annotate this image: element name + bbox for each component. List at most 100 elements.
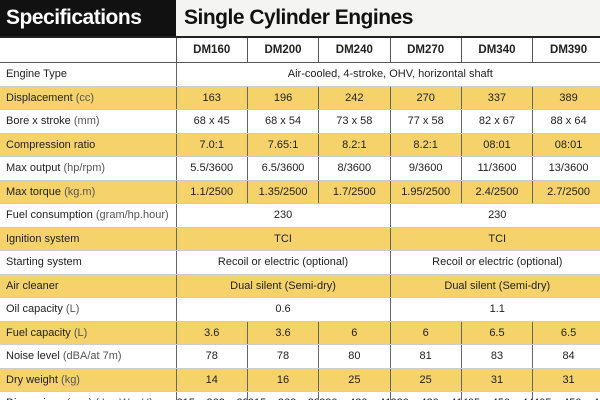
value-cell: 7.65:1 [246,133,319,157]
value-cell: 196 [246,86,319,110]
value-cell: 80 [318,344,390,369]
value-cell: 84 [532,344,600,369]
row-label-cell: Ignition system [0,227,177,251]
value-cell: 08:01 [532,133,600,157]
spec-row: Air cleaner Dual silent (Semi-dry) Dual si… [0,274,600,298]
row-label-cell: Bore x stroke (mm) [0,109,177,134]
row-label-cell: Compression ratio [0,133,177,157]
row-unit: (dBA/at 7m) [62,350,122,363]
row-label: Noise level [6,350,60,363]
spec-table: DM160 DM200 DM240 DM270 DM340 DM390 Engine Ty… [0,38,600,400]
value-cell: 73 x 58 [318,109,390,134]
row-label: Max torque [6,185,62,198]
spec-row: Bore x stroke (mm) 68 x 45 68 x 54 73 x 58 7… [0,109,600,134]
value-cell: 5.5/3600 [175,156,248,181]
value-cell: Dual silent (Semi-dry) [389,274,600,298]
row-label-cell: Max output (hp/rpm) [0,156,177,181]
row-label: Oil capacity [6,303,63,316]
row-label: Air cleaner [6,279,59,292]
value-cell: 230 [175,203,390,228]
column-header: DM240 [318,38,390,63]
subtitle: Single Cylinder Engines [176,0,600,36]
value-cell: 0.6 [175,297,390,322]
value-cell: 82 x 67 [460,109,533,134]
value-cell: 405 x 450 x 443 [532,391,600,400]
spec-row: Oil capacity (L) 0.6 1.1 [0,297,600,322]
value-cell: 14 [175,368,248,392]
row-label: Dry weight [6,373,58,386]
title: Specifications [0,0,176,36]
value-cell: 6.5 [532,321,600,345]
header-row: DM160 DM200 DM240 DM270 DM340 DM390 [0,38,600,63]
value-cell: 8.2:1 [389,133,462,157]
value-cell: 68 x 54 [246,109,319,134]
corner [0,38,177,63]
value-cell: 78 [175,344,248,369]
value-cell: 83 [460,344,533,369]
value-cell: 389 [532,86,600,110]
value-cell: 88 x 64 [532,109,600,134]
value-cell: 1.95/2500 [389,180,462,204]
value-cell: TCI [389,227,600,251]
row-unit: (L) [73,326,88,339]
row-label-cell: Dry weight (kg) [0,368,177,392]
value-cell: 405 x 450 x 443 [460,391,533,400]
spec-row: Noise level (dBA/at 7m) 78 78 80 81 83 84 [0,344,600,369]
spec-row: Engine Type Air-cooled, 4-stroke, OHV, ho… [0,62,600,87]
row-unit: (gram/hp.hour) [95,209,169,222]
row-unit: (cc) [75,91,95,104]
value-cell: 8.2:1 [318,133,390,157]
spec-row: Ignition system TCI TCI [0,227,600,251]
value-cell: Recoil or electric (optional) [175,250,390,275]
value-cell: 6 [318,321,390,345]
value-cell: Air-cooled, 4-stroke, OHV, horizontal sh… [175,62,600,87]
value-cell: 78 [246,344,319,369]
spec-row: Compression ratio 7.0:1 7.65:1 8.2:1 8.2:1 08… [0,133,600,157]
row-unit: (L) [65,303,80,316]
column-header: DM160 [175,38,248,63]
value-cell: 230 [389,203,600,228]
value-cell: 81 [389,344,462,369]
value-cell: 31 [532,368,600,392]
value-cell: 3.6 [246,321,319,345]
row-label: Compression ratio [6,138,96,151]
row-label-cell: Fuel consumption (gram/hp.hour) [0,203,177,228]
value-cell: 11/3600 [460,156,533,181]
row-label: Engine Type [6,68,67,81]
row-unit: (kg) [61,373,80,386]
value-cell: 3.6 [175,321,248,345]
row-label-cell: Engine Type [0,62,177,87]
column-header: DM270 [389,38,462,63]
column-header: DM200 [246,38,319,63]
row-label-cell: Max torque (kg.m) [0,180,177,204]
value-cell: 25 [318,368,390,392]
row-label: Fuel capacity [6,326,71,339]
value-cell: 2.7/2500 [532,180,600,204]
value-cell: 08:01 [460,133,533,157]
row-label: Ignition system [6,232,80,245]
row-label: Bore x stroke [6,115,71,128]
value-cell: Dual silent (Semi-dry) [175,274,390,298]
spec-row: Displacement (cc) 163 196 242 270 337 389 [0,86,600,110]
value-cell: Recoil or electric (optional) [389,250,600,275]
value-cell: 8/3600 [318,156,390,181]
value-cell: 270 [389,86,462,110]
value-cell: 242 [318,86,390,110]
row-label: Fuel consumption [6,209,93,222]
row-label-cell: Dimensions (mm) ( L x W x H) [0,391,177,400]
value-cell: 315 x 362 x 335 [175,391,248,400]
column-header: DM340 [460,38,533,63]
value-cell: 1.7/2500 [318,180,390,204]
value-cell: 6.5/3600 [246,156,319,181]
value-cell: 1.1 [389,297,600,322]
row-label: Displacement [6,91,73,104]
value-cell: 315 x 362 x 335 [246,391,319,400]
value-cell: 7.0:1 [175,133,248,157]
value-cell: 6.5 [460,321,533,345]
value-cell: 163 [175,86,248,110]
row-label-cell: Oil capacity (L) [0,297,177,322]
value-cell: 77 x 58 [389,109,462,134]
row-unit: (mm) [73,115,100,128]
row-label-cell: Starting system [0,250,177,275]
